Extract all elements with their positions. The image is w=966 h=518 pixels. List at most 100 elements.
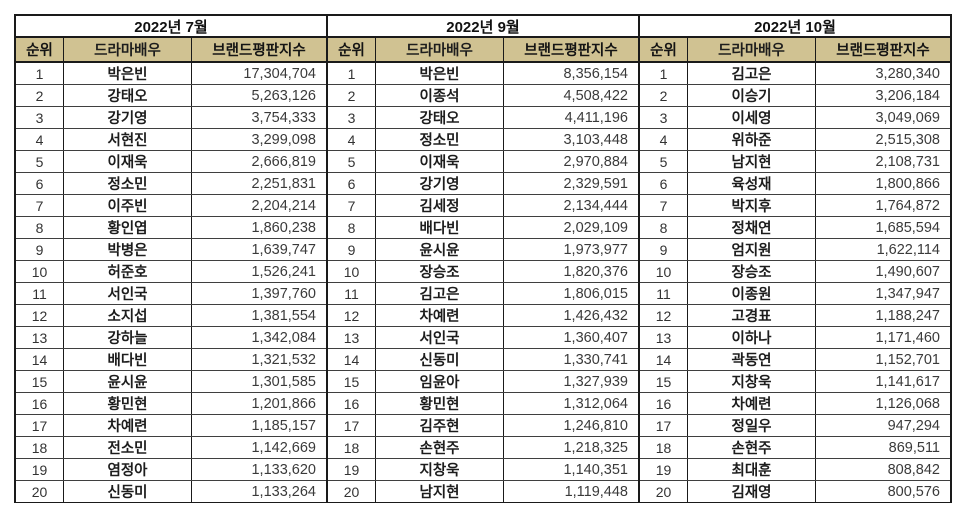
actor-name-cell: 이세영 xyxy=(688,107,816,128)
index-value-cell: 1,800,866 xyxy=(875,175,940,192)
index-value-cell: 1,330,741 xyxy=(563,351,628,368)
actor-name-cell: 서인국 xyxy=(64,283,192,304)
table-row: 18 손현주 869,511 xyxy=(640,437,950,459)
rank-column-header: 순위 xyxy=(640,38,688,61)
rank-cell: 17 xyxy=(16,415,64,436)
rank-cell: 5 xyxy=(640,151,688,172)
table-row: 2 이승기 3,206,184 xyxy=(640,85,950,107)
actor-name-cell: 김고은 xyxy=(376,283,504,304)
actor-name-cell: 허준호 xyxy=(64,261,192,282)
rank-cell: 6 xyxy=(16,173,64,194)
table-row: 18 전소민 1,142,669 xyxy=(16,437,326,459)
rank-cell: 5 xyxy=(16,151,64,172)
index-value-cell: 1,342,084 xyxy=(251,329,316,346)
month-group-october: 2022년 10월 순위 드라마배우 브랜드평판지수 1 김고은 3,280,340… xyxy=(638,16,950,502)
table-row: 20 신동미 1,133,264 xyxy=(16,481,326,502)
index-value-cell: 2,108,731 xyxy=(875,153,940,170)
month-title: 2022년 9월 xyxy=(328,16,638,38)
index-column-header: 브랜드평판지수 xyxy=(524,43,618,59)
rank-cell: 1 xyxy=(328,63,376,84)
rank-cell: 18 xyxy=(328,437,376,458)
index-value-cell: 8,356,154 xyxy=(563,65,628,82)
actor-name-cell: 윤시윤 xyxy=(376,239,504,260)
actor-name-cell: 이재욱 xyxy=(376,151,504,172)
actor-name-cell: 황민현 xyxy=(376,393,504,414)
rank-cell: 12 xyxy=(328,305,376,326)
table-row: 1 박은빈 17,304,704 xyxy=(16,63,326,85)
actor-name-cell: 엄지원 xyxy=(688,239,816,260)
actor-name-cell: 박지후 xyxy=(688,195,816,216)
actor-name-cell: 김세정 xyxy=(376,195,504,216)
actor-column-header: 드라마배우 xyxy=(64,38,192,61)
table-row: 9 박병은 1,639,747 xyxy=(16,239,326,261)
rank-cell: 20 xyxy=(640,481,688,502)
actor-name-cell: 정일우 xyxy=(688,415,816,436)
index-value-cell: 3,299,098 xyxy=(251,131,316,148)
index-value-cell: 808,842 xyxy=(887,461,940,478)
rank-cell: 3 xyxy=(328,107,376,128)
index-value-cell: 1,490,607 xyxy=(875,263,940,280)
rank-cell: 13 xyxy=(16,327,64,348)
rank-cell: 4 xyxy=(16,129,64,150)
table-row: 11 이종원 1,347,947 xyxy=(640,283,950,305)
actor-name-cell: 황민현 xyxy=(64,393,192,414)
table-row: 6 강기영 2,329,591 xyxy=(328,173,638,195)
rank-cell: 19 xyxy=(328,459,376,480)
actor-name-cell: 남지현 xyxy=(376,481,504,502)
rank-cell: 20 xyxy=(16,481,64,502)
table-row: 5 남지현 2,108,731 xyxy=(640,151,950,173)
actor-name-cell: 이종석 xyxy=(376,85,504,106)
rank-cell: 12 xyxy=(640,305,688,326)
actor-name-cell: 강태오 xyxy=(376,107,504,128)
actor-name-cell: 이주빈 xyxy=(64,195,192,216)
rank-cell: 8 xyxy=(328,217,376,238)
table-row: 8 배다빈 2,029,109 xyxy=(328,217,638,239)
actor-name-cell: 최대훈 xyxy=(688,459,816,480)
index-value-cell: 947,294 xyxy=(887,417,940,434)
table-row: 5 이재욱 2,970,884 xyxy=(328,151,638,173)
rank-cell: 7 xyxy=(328,195,376,216)
actor-name-cell: 신동미 xyxy=(64,481,192,502)
rank-cell: 20 xyxy=(328,481,376,502)
index-value-cell: 2,251,831 xyxy=(251,175,316,192)
table-row: 10 허준호 1,526,241 xyxy=(16,261,326,283)
table-row: 14 신동미 1,330,741 xyxy=(328,349,638,371)
rank-column-header: 순위 xyxy=(328,38,376,61)
index-value-cell: 1,201,866 xyxy=(251,395,316,412)
actor-name-cell: 남지현 xyxy=(688,151,816,172)
actor-name-cell: 강하늘 xyxy=(64,327,192,348)
table-row: 20 남지현 1,119,448 xyxy=(328,481,638,502)
column-header-row: 순위 드라마배우 브랜드평판지수 xyxy=(640,38,950,63)
actor-name-cell: 강기영 xyxy=(64,107,192,128)
rank-cell: 3 xyxy=(640,107,688,128)
index-value-cell: 869,511 xyxy=(888,439,940,456)
index-value-cell: 1,685,594 xyxy=(875,219,940,236)
index-value-cell: 2,204,214 xyxy=(251,197,316,214)
table-row: 8 황인엽 1,860,238 xyxy=(16,217,326,239)
rank-cell: 1 xyxy=(16,63,64,84)
index-value-cell: 4,508,422 xyxy=(563,87,628,104)
table-row: 2 이종석 4,508,422 xyxy=(328,85,638,107)
index-column-header: 브랜드평판지수 xyxy=(212,43,306,59)
table-row: 19 최대훈 808,842 xyxy=(640,459,950,481)
index-value-cell: 1,639,747 xyxy=(251,241,316,258)
index-value-cell: 1,820,376 xyxy=(563,263,628,280)
rank-cell: 8 xyxy=(16,217,64,238)
actor-name-cell: 정채연 xyxy=(688,217,816,238)
actor-name-cell: 박병은 xyxy=(64,239,192,260)
actor-name-cell: 손현주 xyxy=(688,437,816,458)
actor-column-header: 드라마배우 xyxy=(376,38,504,61)
table-row: 12 고경표 1,188,247 xyxy=(640,305,950,327)
table-row: 15 지창욱 1,141,617 xyxy=(640,371,950,393)
month-group-july: 2022년 7월 순위 드라마배우 브랜드평판지수 1 박은빈 17,304,704… xyxy=(16,16,326,502)
index-value-cell: 3,280,340 xyxy=(875,65,940,82)
index-value-cell: 1,426,432 xyxy=(563,307,628,324)
table-row: 14 배다빈 1,321,532 xyxy=(16,349,326,371)
table-row: 17 차예련 1,185,157 xyxy=(16,415,326,437)
actor-name-cell: 차예련 xyxy=(64,415,192,436)
rank-cell: 5 xyxy=(328,151,376,172)
table-row: 14 곽동연 1,152,701 xyxy=(640,349,950,371)
rank-cell: 6 xyxy=(640,173,688,194)
index-value-cell: 1,246,810 xyxy=(563,417,628,434)
rank-cell: 10 xyxy=(328,261,376,282)
